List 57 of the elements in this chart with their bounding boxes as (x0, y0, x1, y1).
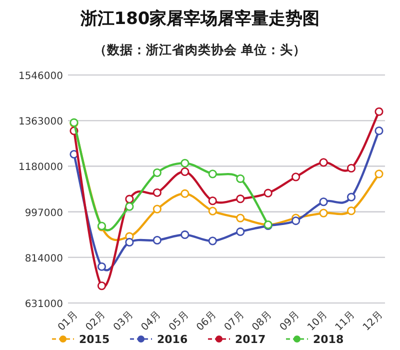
y-tick-label: 631000 (24, 299, 63, 310)
y-tick-label: 997000 (24, 208, 63, 219)
y-tick-label: 1180000 (18, 162, 63, 174)
legend-label: 2015 (79, 333, 110, 346)
legend-label: 2016 (157, 333, 188, 346)
y-tick-label: 814000 (24, 253, 63, 264)
x-tick-label: 07月 (222, 309, 246, 334)
x-tick-label: 01月 (56, 309, 80, 334)
x-tick-label: 12月 (361, 309, 386, 334)
point (346, 192, 356, 202)
point (208, 196, 217, 206)
point (346, 206, 356, 216)
point (236, 227, 245, 236)
x-tick-label: 06月 (194, 309, 219, 334)
x-tick-label: 05月 (167, 309, 192, 334)
legend-label: 2017 (235, 333, 266, 346)
x-tick-label: 04月 (139, 309, 164, 334)
point (125, 194, 134, 204)
point (125, 202, 134, 211)
point (319, 208, 328, 218)
x-tick-label: 02月 (84, 309, 108, 334)
point (319, 158, 328, 167)
point (208, 206, 217, 216)
point (236, 214, 245, 222)
point (152, 188, 162, 197)
x-tick-label: 10月 (306, 309, 330, 334)
point (292, 216, 300, 226)
point (319, 198, 328, 206)
x-tick-label: 11月 (334, 309, 358, 334)
point (152, 236, 162, 245)
y-tick-label: 1546000 (18, 71, 63, 82)
x-tick-label: 08月 (250, 309, 274, 334)
point (374, 126, 384, 136)
point (264, 188, 272, 198)
point (125, 238, 134, 246)
point (97, 262, 106, 271)
point (180, 189, 190, 198)
point (97, 282, 106, 290)
point (180, 158, 190, 168)
x-tick-label: 03月 (112, 309, 136, 334)
point (374, 107, 384, 116)
point (180, 167, 190, 176)
x-tick-label: 09月 (278, 309, 302, 334)
point (374, 170, 384, 178)
point (180, 230, 190, 240)
point (292, 172, 300, 182)
chart-subtitle: （数据：浙江省肉类协会 单位：头） (94, 42, 306, 57)
point (346, 164, 356, 172)
point (152, 204, 162, 214)
point (152, 168, 162, 177)
y-tick-label: 1363000 (18, 116, 63, 128)
point (208, 170, 217, 178)
chart-title: 浙江180家屠宰场屠宰量走势图 (79, 9, 320, 29)
point (208, 236, 217, 246)
point (236, 174, 245, 183)
point (236, 194, 245, 204)
legend-label: 2018 (313, 333, 344, 346)
